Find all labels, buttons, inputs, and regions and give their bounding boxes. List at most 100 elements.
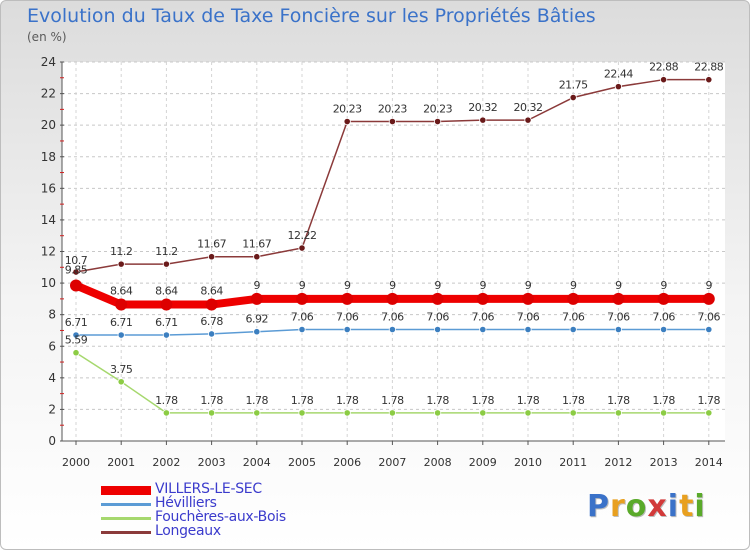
data-label: 1.78 (517, 394, 540, 407)
data-point (343, 325, 351, 334)
data-label: 9 (254, 279, 261, 292)
y-tick-label: 16 (41, 181, 56, 195)
data-point (72, 349, 80, 357)
data-label: 7.06 (698, 311, 721, 324)
data-label: 1.78 (155, 394, 178, 407)
data-label: 11.67 (242, 238, 271, 251)
data-point (614, 325, 623, 334)
data-point (433, 409, 442, 417)
data-point (659, 409, 668, 417)
x-tick-label: 2012 (604, 456, 632, 469)
x-tick-label: 2003 (198, 456, 226, 469)
data-label: 22.88 (694, 61, 723, 74)
logo-letter: i (694, 489, 706, 524)
y-tick-label: 10 (41, 276, 56, 290)
data-label: 20.32 (468, 101, 497, 114)
logo-letter: i (667, 489, 680, 524)
data-point (205, 298, 218, 311)
data-label: 7.06 (607, 311, 630, 324)
data-point (343, 117, 351, 126)
data-label: 22.44 (604, 68, 633, 81)
data-label: 9 (344, 279, 351, 292)
data-label: 9 (525, 279, 532, 292)
data-label: 8.64 (200, 285, 223, 298)
data-point (160, 298, 173, 311)
y-tick-label: 8 (48, 308, 56, 322)
data-label: 7.06 (652, 311, 675, 324)
data-point (479, 116, 487, 124)
x-tick-label: 2002 (152, 456, 180, 469)
data-label: 1.78 (336, 394, 359, 407)
data-label: 5.59 (65, 334, 88, 347)
data-point (433, 325, 442, 334)
data-point (298, 244, 306, 252)
legend-label: VILLERS-LE-SEC (155, 481, 262, 497)
data-label: 6.71 (155, 316, 178, 329)
data-point (659, 76, 668, 84)
y-tick-label: 22 (41, 87, 56, 101)
data-point (569, 325, 577, 334)
data-label: 11.2 (155, 245, 178, 258)
data-point (659, 325, 668, 334)
data-point (296, 292, 308, 305)
legend-label: Longeaux (155, 523, 221, 539)
data-point (162, 331, 170, 339)
data-label: 9 (480, 279, 487, 292)
data-label: 7.06 (426, 311, 449, 324)
data-point (250, 292, 263, 305)
y-tick-label: 20 (41, 118, 56, 132)
y-tick-label: 12 (41, 245, 56, 259)
data-point (657, 292, 670, 305)
chart-unit-label: (en %) (27, 30, 67, 44)
data-point (298, 409, 306, 417)
data-label: 7.06 (291, 311, 314, 324)
data-label: 8.64 (155, 285, 178, 298)
data-point (522, 292, 534, 305)
legend-label: Fouchères-aux-Bois (155, 509, 286, 525)
data-point (614, 409, 623, 417)
data-point (117, 378, 125, 386)
x-tick-label: 2007 (378, 456, 406, 469)
data-label: 9.85 (65, 263, 88, 276)
data-point (208, 253, 216, 261)
y-tick-label: 24 (41, 55, 56, 69)
data-point (388, 409, 396, 417)
data-label: 9 (615, 279, 622, 292)
x-tick-label: 2010 (514, 456, 542, 469)
data-label: 7.06 (517, 311, 540, 324)
data-point (705, 76, 713, 84)
data-point (567, 292, 580, 305)
y-tick-label: 14 (41, 213, 56, 227)
logo-letter: P (587, 489, 610, 524)
data-point (479, 409, 487, 417)
data-point (705, 409, 713, 417)
data-point (388, 325, 396, 334)
data-point (524, 409, 532, 417)
logo-letter: r (610, 489, 626, 524)
data-point (117, 331, 125, 339)
data-point (702, 292, 715, 305)
legend-swatch (101, 517, 151, 520)
data-label: 1.78 (246, 394, 269, 407)
data-point (72, 331, 80, 339)
data-label: 1.78 (291, 394, 314, 407)
y-tick-label: 6 (48, 339, 56, 353)
data-label: 1.78 (562, 394, 585, 407)
data-label: 8.64 (110, 285, 133, 298)
data-label: 9 (389, 279, 396, 292)
data-label: 11.2 (110, 245, 133, 258)
data-point (614, 83, 623, 91)
data-label: 22.88 (649, 61, 678, 74)
data-label: 20.23 (423, 103, 452, 116)
data-point (253, 409, 261, 417)
data-label: 6.71 (110, 316, 133, 329)
data-point (386, 292, 399, 305)
data-label: 6.92 (246, 313, 269, 326)
data-point (388, 117, 396, 126)
data-label: 9 (299, 279, 306, 292)
data-point (115, 298, 128, 311)
logo-letter: x (647, 489, 668, 524)
data-point (433, 117, 442, 126)
data-label: 20.23 (333, 103, 362, 116)
